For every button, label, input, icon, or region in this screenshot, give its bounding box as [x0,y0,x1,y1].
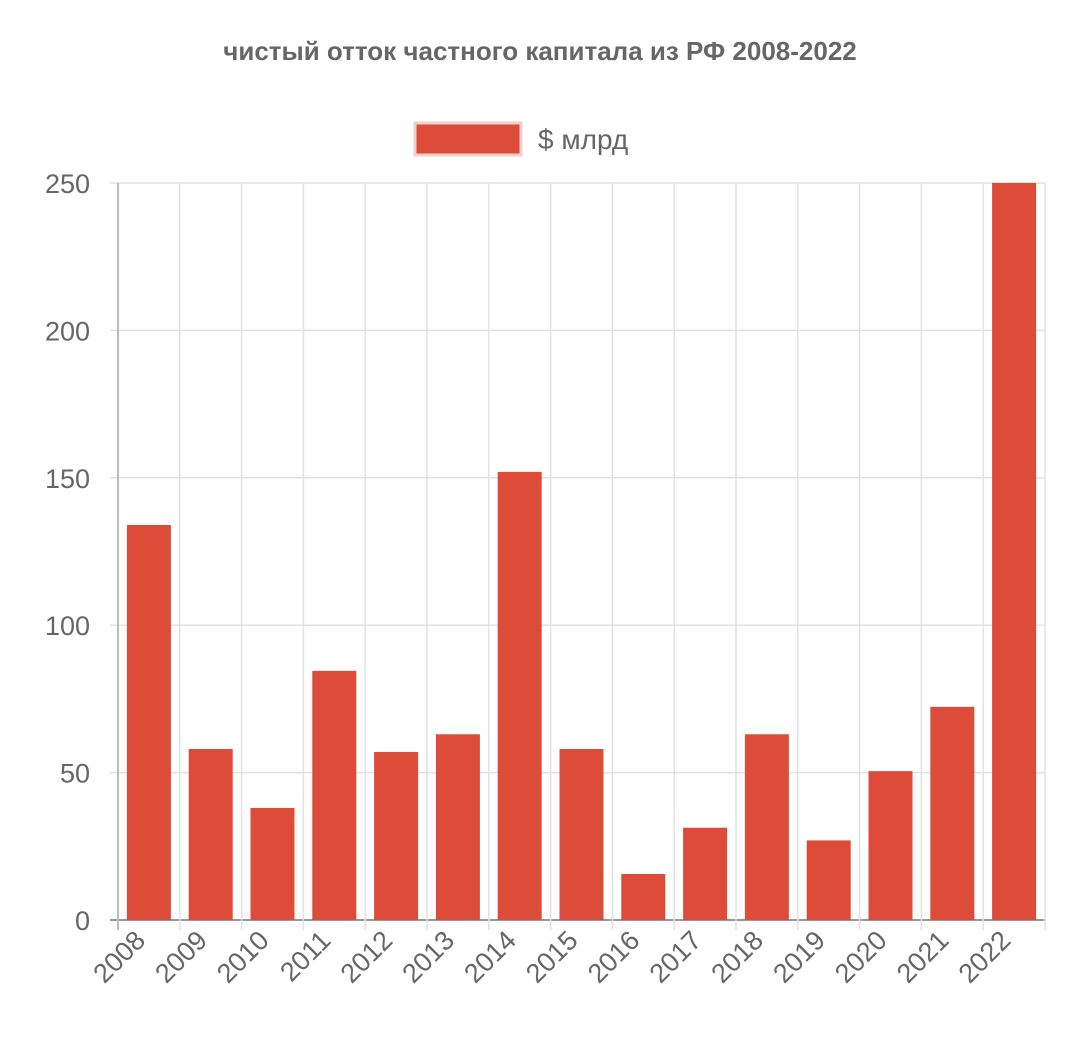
chart-title: чистый отток частного капитала из РФ 200… [223,36,857,66]
legend-label: $ млрд [538,124,628,155]
x-tick-label: 2022 [953,925,1017,989]
bar-2015 [559,749,604,920]
x-tick-label: 2011 [274,925,336,987]
x-tick-label: 2010 [211,925,275,989]
x-tick-label: 2012 [335,925,399,989]
bar-2012 [374,751,419,920]
x-tick-label: 2009 [149,925,213,989]
bar-2019 [806,840,851,920]
bar-2008 [126,524,171,920]
x-tick-label: 2013 [396,925,460,989]
x-tick-label: 2021 [891,925,955,989]
bar-2014 [497,471,542,920]
x-tick-label: 2017 [644,925,708,989]
bar-2016 [621,874,666,920]
x-tick-label: 2019 [767,925,831,989]
y-tick-label: 50 [60,759,90,789]
y-tick-label: 100 [45,611,90,641]
legend-swatch [413,121,523,157]
y-tick-label: 200 [45,316,90,346]
bar-2021 [930,706,975,920]
x-tick-label: 2015 [520,925,584,989]
legend: $ млрд [413,121,628,157]
y-tick-label: 150 [45,464,90,494]
bar-2018 [744,734,789,920]
x-tick-label: 2016 [582,925,646,989]
y-tick-label: 0 [75,906,90,936]
x-tick-label: 2020 [829,925,893,989]
x-tick-label: 2018 [705,925,769,989]
bar-2011 [312,670,357,920]
bar-2017 [683,827,728,920]
bar-2010 [250,807,295,920]
bar-2009 [188,749,233,920]
bar-2022 [992,183,1037,920]
x-tick-label: 2008 [87,925,151,989]
y-tick-label: 250 [45,169,90,199]
bar-2013 [435,734,480,920]
bar-2020 [868,771,913,920]
x-tick-label: 2014 [458,925,522,989]
